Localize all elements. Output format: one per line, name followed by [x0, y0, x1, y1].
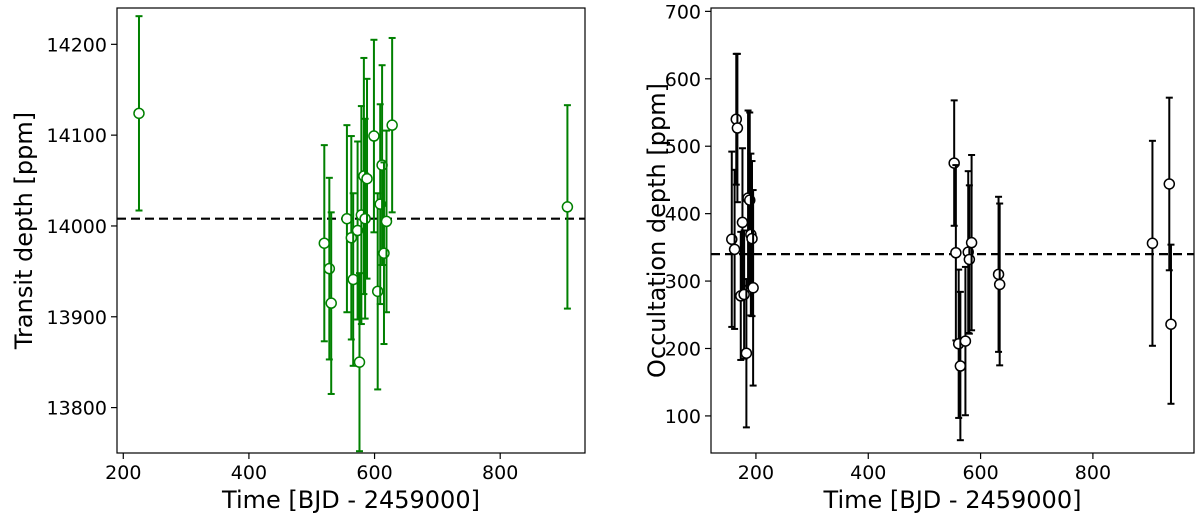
point-marker [992, 268, 1005, 281]
data-point [386, 36, 398, 214]
point-marker [359, 212, 371, 225]
y-tick-label: 600 [665, 69, 701, 91]
y-tick-label: 700 [665, 1, 701, 23]
x-tick-label: 800 [482, 462, 518, 484]
data-point [561, 104, 574, 310]
data-point [747, 189, 759, 387]
x-axis-label: Time [BJD - 2459000] [221, 486, 480, 514]
x-axis-label: Time [BJD - 2459000] [823, 486, 1082, 514]
data-point [380, 129, 393, 314]
transit-depth-panel: 200 400 600 800 13800 13900 14000 14100 14200 Tim… [10, 7, 586, 514]
x-tick-label: 200 [738, 462, 774, 484]
y-tick-label: 14100 [47, 125, 107, 147]
data-point [965, 153, 978, 332]
data-point [959, 265, 972, 417]
x-tick-label: 400 [231, 462, 267, 484]
data-point [318, 144, 331, 343]
point-marker [368, 130, 380, 142]
data-point [1163, 96, 1176, 272]
point-marker [561, 201, 574, 213]
data-point [325, 211, 337, 395]
y-tick-label: 14000 [47, 216, 107, 238]
plot-frame [116, 7, 586, 454]
y-tick-label: 13900 [47, 307, 107, 329]
point-marker [738, 288, 750, 301]
point-marker [133, 107, 145, 120]
y-tick-label: 300 [665, 271, 701, 293]
point-marker [993, 278, 1006, 291]
x-tick-label: 400 [850, 462, 886, 484]
data-point [341, 124, 353, 314]
point-marker [1146, 237, 1159, 250]
point-marker [965, 236, 978, 249]
x-tick-label: 600 [356, 462, 392, 484]
data-point [740, 278, 753, 429]
point-marker [353, 356, 366, 368]
x-tick-label: 600 [962, 462, 998, 484]
data-point [368, 38, 380, 234]
point-marker [325, 297, 337, 309]
data-point [954, 290, 967, 442]
data-point [992, 195, 1005, 353]
point-marker [351, 224, 364, 237]
point-marker [746, 232, 758, 245]
data-point [351, 140, 364, 321]
y-axis-label: Occultation depth [ppm] [643, 83, 671, 378]
y-tick-label: 13800 [47, 398, 107, 420]
point-marker [323, 262, 336, 275]
data-point [353, 272, 366, 453]
occultation-depth-panel: 200 400 600 800 100 200 300 400 500 600 700 Time [B… [643, 1, 1195, 514]
y-tick-label: 500 [665, 136, 701, 158]
y-tick-label: 100 [665, 406, 701, 428]
y-axis-label: Transit depth [ppm] [10, 112, 38, 350]
x-tick-label: 200 [105, 462, 141, 484]
point-marker [1165, 318, 1177, 330]
data-point [993, 202, 1006, 367]
point-marker [731, 122, 744, 134]
y-tick-label: 200 [665, 338, 701, 360]
point-marker [950, 247, 962, 259]
data-point [1165, 243, 1177, 405]
point-marker [747, 282, 759, 294]
data-point [950, 164, 962, 342]
data-point [133, 15, 145, 212]
x-tick-label: 800 [1075, 462, 1111, 484]
point-marker [728, 243, 741, 256]
point-marker [1163, 178, 1176, 190]
point-marker [736, 216, 749, 229]
data-point [731, 52, 744, 204]
plot-frame [710, 7, 1195, 454]
point-marker [740, 347, 753, 359]
data-point [1146, 139, 1159, 347]
point-marker [386, 119, 398, 131]
data-point [323, 176, 336, 361]
point-marker [954, 360, 967, 372]
y-tick-label: 14200 [47, 34, 107, 56]
point-marker [963, 253, 976, 266]
point-marker [948, 157, 960, 169]
data-point [948, 99, 960, 227]
point-marker [361, 172, 373, 185]
data-point [736, 147, 749, 298]
y-tick-label: 400 [665, 204, 701, 226]
point-marker [959, 335, 972, 347]
point-marker [380, 215, 393, 228]
point-marker [318, 237, 331, 249]
data-point [361, 77, 373, 280]
